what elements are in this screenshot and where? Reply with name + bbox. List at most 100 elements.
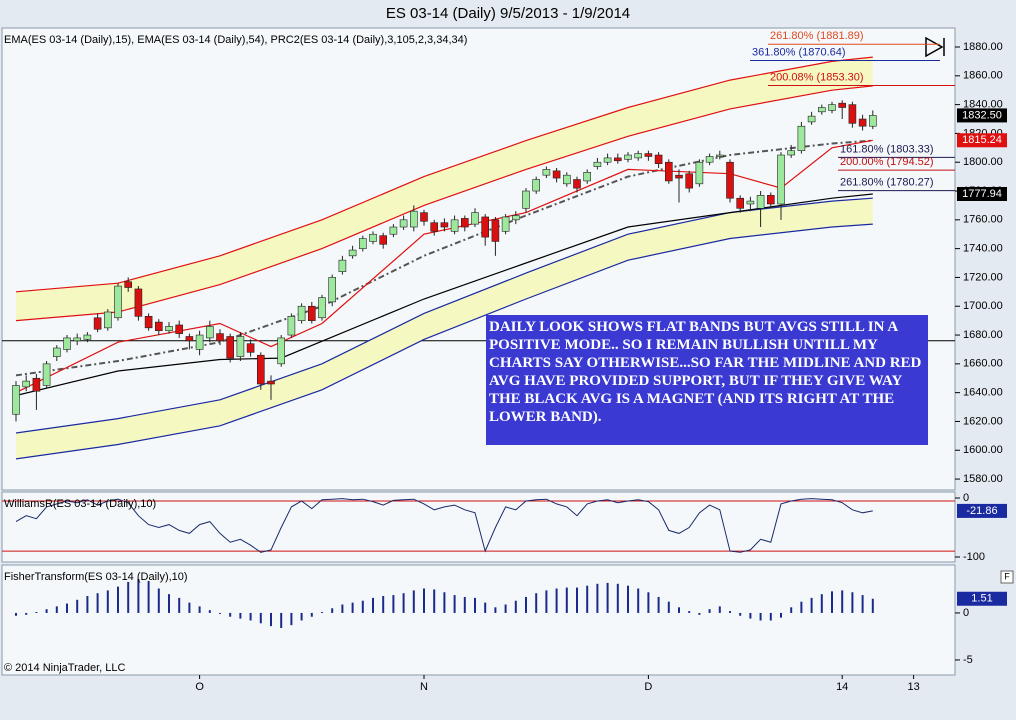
candle-body — [175, 324, 183, 334]
x-tick-label: 14 — [836, 681, 848, 693]
candle-body — [644, 153, 653, 157]
y-tick-label: -5 — [963, 654, 973, 666]
value-tag — [957, 503, 1007, 518]
fib-label: 200.00% (1794.52) — [840, 156, 934, 168]
band-edge — [15, 85, 873, 322]
candle-body — [726, 161, 734, 199]
candle-body — [338, 259, 347, 272]
candle-body — [287, 316, 296, 336]
candle-body — [104, 311, 112, 329]
copyright: © 2014 NinjaTrader, LLC — [4, 662, 125, 674]
value-tag-label: -21.86 — [966, 505, 997, 517]
candle-body — [144, 316, 153, 329]
indicator-label: EMA(ES 03-14 (Daily),15), EMA(ES 03-14 (… — [4, 34, 467, 46]
candle-body — [838, 102, 847, 108]
candle-body — [573, 179, 581, 189]
draw-tool-icon[interactable] — [925, 36, 945, 58]
candle-body — [542, 169, 551, 176]
candle-body — [675, 174, 683, 179]
candle-body — [379, 235, 388, 245]
price-tag — [957, 108, 1007, 123]
candle-body — [93, 317, 102, 330]
plot-area — [2, 498, 955, 553]
x-tick-label: O — [195, 681, 204, 693]
candle-body — [756, 195, 765, 209]
candle-body — [185, 336, 194, 342]
candle-body — [828, 104, 836, 111]
y-tick-label: 1660.00 — [963, 358, 1003, 370]
candle-body — [501, 216, 510, 232]
candle-body — [114, 285, 122, 319]
candle-body — [195, 334, 204, 350]
candle-body — [399, 219, 408, 228]
candle-body — [226, 336, 234, 359]
candle-body — [613, 157, 622, 162]
candle-body — [583, 172, 592, 182]
candle-body — [165, 326, 173, 332]
candle-body — [634, 153, 643, 159]
band-fill — [16, 198, 873, 459]
candle-body — [552, 170, 561, 179]
y-tick-label: 1600.00 — [963, 444, 1003, 456]
annotation-box: DAILY LOOK SHOWS FLAT BANDS BUT AVGS STI… — [486, 315, 928, 445]
y-tick-label: 0 — [963, 492, 969, 504]
candle-body — [807, 115, 816, 123]
candle-body — [746, 200, 755, 205]
candle-body — [358, 238, 367, 249]
plot-area — [2, 43, 955, 460]
chart-title: ES 03-14 (Daily) 9/5/2013 - 1/9/2014 — [386, 5, 630, 22]
indicator-line — [15, 498, 873, 553]
button-box[interactable] — [1000, 570, 1014, 584]
y-tick-label: 0 — [963, 607, 969, 619]
price-tag-label: 1777.94 — [962, 188, 1002, 200]
candle-body — [695, 161, 704, 185]
candle-body — [450, 219, 459, 232]
candle-body — [522, 190, 530, 209]
triangle-icon[interactable] — [925, 36, 944, 58]
candle-body — [328, 277, 337, 303]
y-tick-label: 1620.00 — [963, 415, 1003, 427]
candle-body — [277, 337, 286, 365]
value-tag — [957, 591, 1007, 606]
y-tick-label: 1740.00 — [963, 243, 1003, 255]
fib-label: 261.80% (1881.89) — [770, 30, 864, 42]
candle-body — [206, 326, 214, 339]
candle-body — [715, 154, 724, 157]
candle-body — [858, 118, 867, 127]
candle-body — [481, 216, 490, 238]
fib-label: 361.80% (1870.64) — [752, 46, 846, 58]
candle-body — [603, 157, 612, 163]
candle-body — [246, 343, 255, 353]
candle-body — [705, 156, 714, 163]
price-tag — [957, 133, 1007, 148]
candle-body — [736, 197, 745, 209]
candle-body — [307, 305, 316, 321]
panel-button[interactable]: F — [1000, 570, 1014, 584]
candle-body — [766, 195, 775, 205]
x-tick-label: D — [644, 681, 652, 693]
band-fill — [16, 57, 873, 321]
candle-body — [532, 179, 541, 192]
y-tick-label: 1700.00 — [963, 300, 1003, 312]
candle-body — [348, 249, 357, 257]
fisher-panel — [1, 564, 956, 676]
candle-body — [83, 334, 92, 340]
y-tick-label: -100 — [963, 551, 985, 563]
moving-average — [15, 139, 873, 377]
candle-body — [787, 150, 796, 156]
fib-label: 161.80% (1803.33) — [840, 143, 934, 155]
candle-body — [124, 281, 132, 288]
y-tick-label: 1640.00 — [963, 387, 1003, 399]
y-tick-label: 1680.00 — [963, 329, 1003, 341]
candle-body — [216, 333, 224, 342]
band-edge — [15, 223, 873, 460]
candle-body — [73, 337, 81, 342]
candle-body — [471, 212, 479, 225]
indicator-label: WilliamsR(ES 03-14 (Daily),10) — [4, 498, 156, 510]
candle-body — [256, 354, 265, 385]
y-tick-label: 1800.00 — [963, 156, 1003, 168]
candle-body — [134, 288, 143, 317]
price-tag-label: 1815.24 — [962, 134, 1002, 146]
